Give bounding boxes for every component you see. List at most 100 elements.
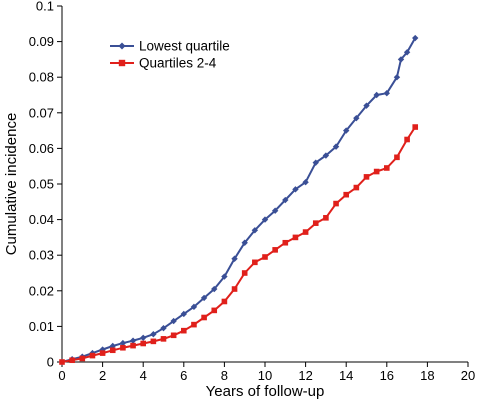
legend-marker xyxy=(118,59,126,67)
legend: Lowest quartile Quartiles 2-4 xyxy=(110,39,230,71)
data-point xyxy=(119,339,127,347)
data-point xyxy=(170,332,177,339)
x-tick-label: 14 xyxy=(339,368,353,383)
data-point xyxy=(363,102,370,109)
data-point xyxy=(200,294,208,302)
data-point xyxy=(384,165,390,171)
y-tick-label: 0.05 xyxy=(29,177,54,192)
data-point xyxy=(181,327,187,334)
y-tick-label: 0.07 xyxy=(29,105,54,120)
y-tick-label: 0.09 xyxy=(29,34,54,49)
data-point xyxy=(412,124,419,130)
y-tick-label: 0.04 xyxy=(29,212,54,227)
data-point xyxy=(211,285,218,293)
data-point xyxy=(292,186,299,193)
data-point xyxy=(191,321,197,328)
data-point xyxy=(333,200,339,207)
data-point xyxy=(99,350,106,356)
data-point xyxy=(404,136,410,143)
data-point xyxy=(190,303,198,311)
y-tick-label: 0.01 xyxy=(29,319,54,334)
data-point xyxy=(393,74,401,81)
data-point xyxy=(302,229,309,235)
data-point xyxy=(150,331,157,338)
y-axis-title: Cumulative incidence xyxy=(3,113,20,256)
x-tick-label: 10 xyxy=(258,368,272,383)
data-point xyxy=(373,91,380,99)
data-point xyxy=(231,255,238,262)
data-point xyxy=(312,159,319,166)
series-lowest-quartile xyxy=(58,34,419,366)
data-point xyxy=(397,56,405,63)
data-point xyxy=(332,143,340,150)
x-axis-title: Years of follow-up xyxy=(206,383,325,400)
legend-label: Lowest quartile xyxy=(139,39,230,54)
data-point xyxy=(241,239,248,246)
series-group xyxy=(58,34,419,366)
data-point xyxy=(211,307,218,314)
data-point xyxy=(221,298,228,305)
data-point xyxy=(120,344,126,351)
data-point xyxy=(412,34,419,42)
series-line xyxy=(61,126,417,363)
data-point xyxy=(79,355,86,362)
data-point xyxy=(282,239,289,246)
data-point xyxy=(150,338,157,345)
x-tick-label: 2 xyxy=(99,368,106,383)
x-tick-label: 6 xyxy=(180,368,187,383)
data-point xyxy=(403,49,411,56)
x-tick-label: 0 xyxy=(58,368,65,383)
data-point xyxy=(89,352,96,359)
data-point xyxy=(160,324,167,332)
data-point xyxy=(363,174,370,180)
data-point xyxy=(383,90,390,97)
data-point xyxy=(59,359,65,365)
data-point xyxy=(109,347,116,354)
data-point xyxy=(262,254,268,260)
data-point xyxy=(323,215,329,221)
data-point xyxy=(292,234,299,241)
y-tick-label: 0 xyxy=(47,355,54,370)
x-tick-label: 20 xyxy=(461,368,475,383)
data-point xyxy=(312,220,319,226)
y-tick-label: 0.1 xyxy=(36,0,54,14)
data-point xyxy=(129,337,137,344)
legend-label: Quartiles 2-4 xyxy=(139,56,217,71)
data-point xyxy=(282,196,289,204)
data-point xyxy=(373,168,380,175)
data-point xyxy=(201,314,207,321)
data-point xyxy=(170,317,177,325)
x-tick-label: 12 xyxy=(298,368,312,383)
data-point xyxy=(343,127,350,134)
y-tick-label: 0.02 xyxy=(29,283,54,298)
series-quartiles-2-4 xyxy=(59,124,419,365)
x-tick-label: 16 xyxy=(380,368,394,383)
data-point xyxy=(180,310,187,318)
data-point xyxy=(160,336,167,342)
y-tick-label: 0.08 xyxy=(29,70,54,85)
data-point xyxy=(394,154,400,161)
data-point xyxy=(140,334,147,341)
data-point xyxy=(353,184,360,191)
legend-marker xyxy=(118,42,126,50)
data-point xyxy=(252,259,258,266)
data-point xyxy=(130,342,136,349)
data-point xyxy=(302,179,309,186)
data-point xyxy=(69,357,75,364)
data-point xyxy=(271,207,279,214)
data-point xyxy=(272,247,278,253)
x-tick-label: 18 xyxy=(420,368,434,383)
data-point xyxy=(322,152,330,159)
y-tick-label: 0.03 xyxy=(29,248,54,263)
axes: 0 2 4 6 8 10 12 14 16 18 20 0 0.01 0.02 0.03 0.04 0.05 0.… xyxy=(29,0,476,383)
data-point xyxy=(353,114,360,122)
data-point xyxy=(261,216,269,223)
series-line xyxy=(61,37,417,363)
y-tick-label: 0.06 xyxy=(29,141,54,156)
data-point xyxy=(251,227,259,234)
data-point xyxy=(140,340,146,347)
data-point xyxy=(343,191,349,198)
x-tick-label: 8 xyxy=(221,368,228,383)
data-point xyxy=(241,270,248,276)
